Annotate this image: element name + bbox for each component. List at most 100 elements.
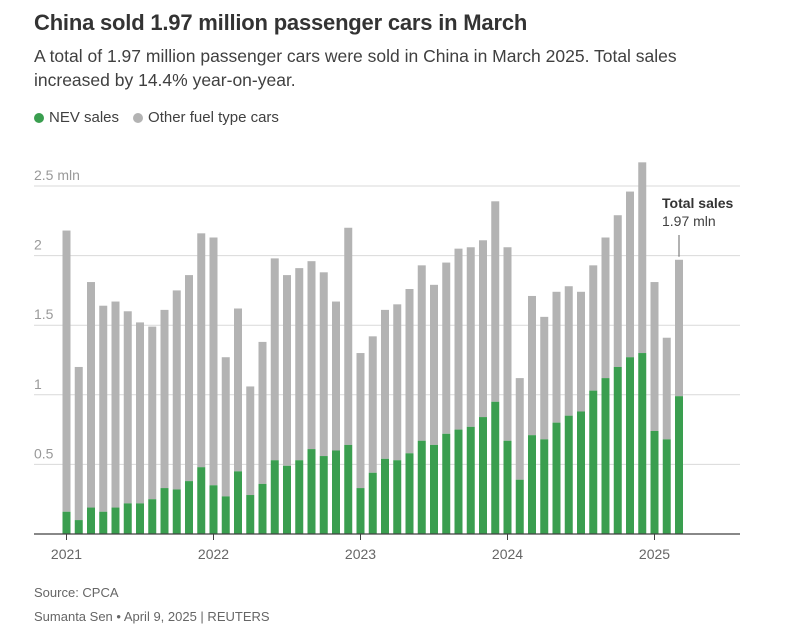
- bar-nev-segment: [209, 485, 218, 534]
- bar-nev-segment: [528, 435, 536, 534]
- bar-nev-segment: [332, 450, 340, 534]
- bar-other-segment: [148, 326, 157, 500]
- bar-other-segment: [368, 336, 377, 473]
- bar-other-segment: [172, 290, 181, 490]
- x-tick-label: 2021: [51, 546, 82, 562]
- bar-nev-segment: [638, 353, 647, 534]
- bar-other-segment: [662, 337, 671, 440]
- bar-other-segment: [589, 265, 598, 391]
- bar-other-segment: [613, 215, 622, 367]
- bar-other-segment: [74, 366, 83, 521]
- bar-other-segment: [111, 301, 120, 508]
- bar-other-segment: [160, 309, 169, 489]
- bar-other-segment: [344, 227, 353, 445]
- bar-other-segment: [479, 240, 487, 418]
- bar-other-segment: [283, 275, 291, 466]
- bar-nev-segment: [295, 460, 304, 534]
- chart-title: China sold 1.97 million passenger cars i…: [34, 10, 528, 35]
- annotation-value: 1.97 mln: [662, 213, 716, 229]
- bar-other-segment: [270, 258, 279, 461]
- bar-other-segment: [515, 378, 524, 480]
- bar-nev-segment: [283, 465, 291, 534]
- bar-nev-segment: [515, 479, 524, 534]
- bar-other-segment: [87, 282, 95, 508]
- y-tick-label: 1: [34, 376, 42, 392]
- bar-other-segment: [62, 230, 71, 512]
- bar-nev-segment: [675, 396, 683, 534]
- bars: [62, 162, 683, 534]
- bar-other-segment: [503, 247, 512, 441]
- bar-other-segment: [393, 304, 402, 461]
- bar-nev-segment: [99, 511, 108, 534]
- bar-nev-segment: [577, 411, 585, 534]
- bar-other-segment: [417, 265, 426, 441]
- bar-other-segment: [381, 309, 389, 459]
- bar-nev-segment: [650, 430, 659, 534]
- bar-nev-segment: [136, 503, 144, 534]
- bar-other-segment: [185, 275, 193, 482]
- bar-other-segment: [246, 386, 255, 496]
- byline: Sumanta Sen • April 9, 2025 | REUTERS: [34, 609, 270, 624]
- bar-other-segment: [442, 262, 451, 434]
- bar-nev-segment: [613, 366, 622, 534]
- legend: NEV sales Other fuel type cars: [34, 109, 279, 126]
- x-tick-label: 2023: [345, 546, 376, 562]
- bar-other-segment: [528, 295, 536, 436]
- bar-other-segment: [405, 289, 414, 454]
- bar-nev-segment: [442, 433, 451, 534]
- bar-nev-segment: [234, 471, 242, 534]
- stacked-bar-chart: 0.5 1 1.5 2 2.5 mln 2021 2022 2023 2024 2025 Tot…: [34, 162, 740, 562]
- legend-swatch-other: [133, 112, 144, 123]
- bar-nev-segment: [381, 458, 389, 534]
- bar-nev-segment: [417, 440, 426, 534]
- bar-other-segment: [626, 191, 634, 358]
- bar-nev-segment: [552, 422, 561, 534]
- bar-nev-segment: [74, 520, 83, 534]
- bar-nev-segment: [454, 429, 463, 534]
- bar-nev-segment: [405, 453, 414, 534]
- bar-other-segment: [356, 353, 365, 489]
- bar-other-segment: [99, 305, 108, 512]
- x-tick-label: 2025: [639, 546, 670, 562]
- bar-other-segment: [307, 261, 316, 450]
- y-tick-label: 2.5 mln: [34, 167, 80, 183]
- bar-nev-segment: [626, 357, 634, 534]
- bar-other-segment: [466, 247, 475, 427]
- bar-other-segment: [601, 237, 610, 379]
- bar-nev-segment: [540, 439, 549, 534]
- y-tick-label: 0.5: [34, 445, 54, 461]
- bar-other-segment: [564, 286, 573, 416]
- annotation: Total sales 1.97 mln: [662, 195, 734, 257]
- bar-nev-segment: [185, 481, 193, 534]
- bar-nev-segment: [160, 488, 169, 534]
- x-axis: 2021 2022 2023 2024 2025: [34, 533, 740, 562]
- bar-nev-segment: [307, 449, 316, 534]
- bar-nev-segment: [368, 472, 377, 534]
- bar-nev-segment: [258, 483, 267, 534]
- y-tick-label: 1.5: [34, 306, 54, 322]
- bar-other-segment: [491, 201, 500, 402]
- bar-nev-segment: [430, 444, 438, 534]
- bar-other-segment: [430, 284, 438, 445]
- bar-other-segment: [540, 316, 549, 440]
- bar-nev-segment: [270, 460, 279, 534]
- bar-nev-segment: [601, 378, 610, 534]
- bar-nev-segment: [479, 417, 487, 534]
- bar-nev-segment: [123, 503, 132, 534]
- bar-nev-segment: [344, 444, 353, 534]
- bar-other-segment: [650, 282, 659, 431]
- bar-nev-segment: [491, 401, 500, 534]
- bar-other-segment: [136, 322, 144, 504]
- bar-nev-segment: [87, 507, 95, 534]
- bar-other-segment: [295, 268, 304, 461]
- bar-nev-segment: [393, 460, 402, 534]
- legend-label-nev: NEV sales: [49, 109, 120, 126]
- legend-label-other: Other fuel type cars: [148, 109, 279, 126]
- bar-other-segment: [234, 308, 242, 472]
- chart-subtitle: A total of 1.97 million passenger cars w…: [34, 46, 677, 90]
- bar-nev-segment: [319, 456, 328, 534]
- bar-nev-segment: [221, 496, 230, 534]
- bar-other-segment: [197, 233, 206, 468]
- bar-other-segment: [552, 291, 561, 423]
- bar-other-segment: [123, 311, 132, 504]
